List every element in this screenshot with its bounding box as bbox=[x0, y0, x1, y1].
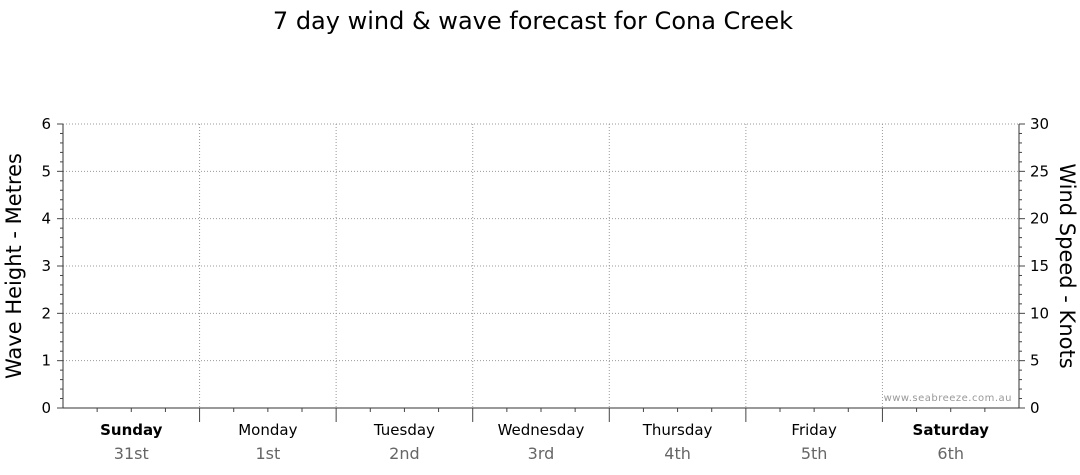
right-tick-label: 30 bbox=[1030, 115, 1049, 133]
right-tick-label: 0 bbox=[1030, 399, 1040, 417]
day-name-label: Friday bbox=[791, 421, 837, 439]
day-name-label: Wednesday bbox=[498, 421, 585, 439]
day-date-label: 3rd bbox=[528, 444, 555, 463]
left-tick-label: 5 bbox=[41, 162, 51, 180]
left-axis-label: Wave Height - Metres bbox=[2, 153, 26, 379]
day-name-label: Saturday bbox=[913, 421, 990, 439]
right-tick-label: 20 bbox=[1030, 210, 1049, 228]
day-name-label: Tuesday bbox=[373, 421, 435, 439]
day-date-label: 2nd bbox=[389, 444, 419, 463]
chart-title: 7 day wind & wave forecast for Cona Cree… bbox=[273, 7, 793, 35]
day-date-label: 31st bbox=[114, 444, 149, 463]
day-labels: Sunday 31st Monday 1st Tuesday 2nd Wednesday 3r… bbox=[100, 421, 989, 463]
day-date-label: 4th bbox=[664, 444, 691, 463]
right-axis-label: Wind Speed - Knots bbox=[1055, 163, 1079, 368]
day-name-label: Monday bbox=[238, 421, 297, 439]
day-name-label: Thursday bbox=[642, 421, 713, 439]
grid-lines bbox=[63, 123, 1019, 408]
day-name-label: Sunday bbox=[100, 421, 163, 439]
right-tick-label: 5 bbox=[1030, 352, 1040, 370]
right-tick-label: 25 bbox=[1030, 162, 1049, 180]
left-tick-label: 4 bbox=[41, 210, 51, 228]
left-tick-label: 1 bbox=[41, 352, 51, 370]
watermark-text: www.seabreeze.com.au bbox=[884, 393, 1012, 404]
day-date-label: 5th bbox=[801, 444, 828, 463]
right-tick-label: 15 bbox=[1030, 257, 1049, 275]
left-tick-label: 6 bbox=[41, 115, 51, 133]
day-date-label: 6th bbox=[937, 444, 964, 463]
left-tick-label: 2 bbox=[41, 304, 51, 322]
left-tick-label: 0 bbox=[41, 399, 51, 417]
axis-ticks: 0 1 2 3 4 5 6 0 5 10 15 20 25 30 bbox=[41, 115, 1049, 422]
right-tick-label: 10 bbox=[1030, 304, 1049, 322]
day-date-label: 1st bbox=[255, 444, 280, 463]
left-tick-label: 3 bbox=[41, 257, 51, 275]
